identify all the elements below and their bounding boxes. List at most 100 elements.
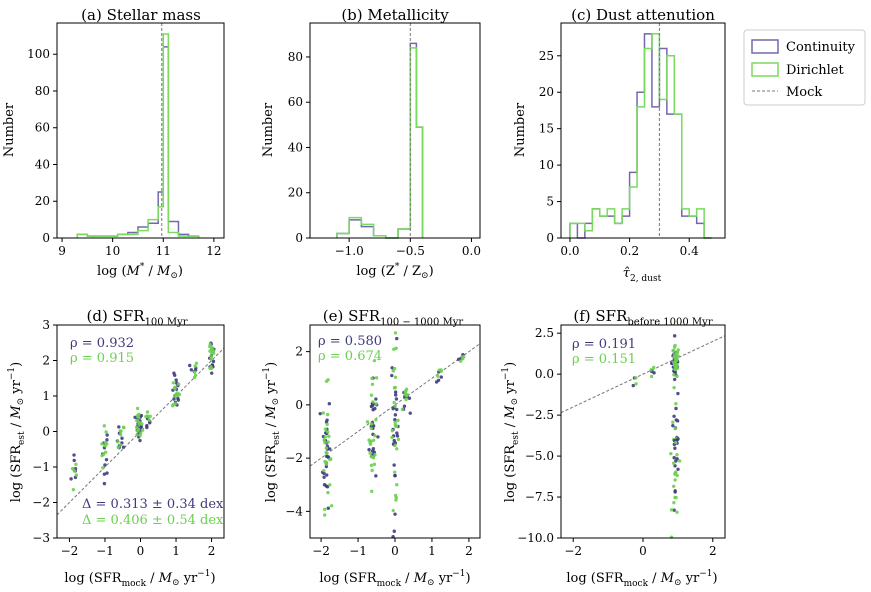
scatter-point-dirichlet bbox=[172, 394, 177, 398]
scatter-point-continuity bbox=[121, 445, 126, 449]
y-tick-label: 2 bbox=[295, 345, 303, 359]
scatter-point-dirichlet bbox=[675, 473, 679, 478]
legend-box bbox=[743, 29, 866, 106]
scatter-point-continuity bbox=[324, 464, 329, 469]
scatter-point-continuity bbox=[371, 407, 375, 412]
scatter-point-dirichlet bbox=[390, 435, 394, 440]
scatter-point-continuity bbox=[145, 425, 149, 430]
ylabel-dust-attenuation: Number bbox=[513, 102, 528, 157]
scatter-point-dirichlet bbox=[116, 445, 120, 450]
scatter-point-continuity bbox=[402, 404, 407, 408]
y-tick-label: 0 bbox=[546, 231, 554, 245]
scatter-point-dirichlet bbox=[210, 346, 214, 350]
y-tick-label: −2.5 bbox=[525, 408, 554, 422]
y-tick-label: 0.0 bbox=[535, 367, 554, 381]
scatter-point-dirichlet bbox=[323, 459, 327, 464]
scatter-point-continuity bbox=[120, 436, 124, 440]
scatter-point-dirichlet bbox=[394, 346, 398, 350]
scatter-point-continuity bbox=[393, 390, 398, 394]
scatter-point-continuity bbox=[393, 512, 397, 516]
scatter-point-dirichlet bbox=[651, 365, 656, 370]
scatter-point-dirichlet bbox=[649, 368, 653, 372]
scatter-point-dirichlet bbox=[404, 394, 409, 398]
y-tick-label: 3 bbox=[42, 318, 50, 332]
y-tick-label: 0 bbox=[42, 231, 50, 245]
y-tick-label: −2 bbox=[285, 451, 303, 465]
histogram-stellar-mass bbox=[76, 33, 200, 238]
scatter-point-continuity bbox=[176, 398, 181, 402]
scatter-point-continuity bbox=[210, 371, 214, 375]
scatter-point-dirichlet bbox=[370, 489, 374, 494]
ylabel-metallicity: Number bbox=[261, 102, 276, 157]
scatter-point-dirichlet bbox=[372, 462, 377, 467]
scatter-point-dirichlet bbox=[118, 443, 123, 447]
y-tick-label: 20 bbox=[539, 85, 554, 99]
scatter-point-dirichlet bbox=[138, 433, 142, 438]
ticks-stellar-mass: 9 10 11 12 0 20 40 60 80 100 bbox=[27, 47, 221, 258]
scatter-point-dirichlet bbox=[371, 400, 375, 404]
scatter-point-dirichlet bbox=[672, 345, 677, 349]
ticks-metallicity: −1.0 −0.5 0.0 0 20 40 60 80 bbox=[288, 50, 481, 258]
scatter-point-dirichlet bbox=[436, 374, 440, 378]
panel-sfr-100-1000: (e) SFR100 − 1000 Myr −2 −1 0 1 2 −4 −2 0 2 ρ = … bbox=[262, 307, 481, 589]
scatter-point-continuity bbox=[676, 467, 680, 472]
scatter-point-continuity bbox=[138, 438, 142, 443]
scatter-point-dirichlet bbox=[673, 478, 677, 482]
rho-dirichlet-sfr-100-1000: ρ = 0.674 bbox=[318, 349, 382, 364]
scatter-point-dirichlet bbox=[393, 375, 398, 379]
scatter-point-continuity bbox=[172, 397, 176, 401]
scatter-point-continuity bbox=[395, 431, 399, 435]
scatter-point-continuity bbox=[674, 406, 678, 411]
scatter-point-dirichlet bbox=[118, 432, 123, 437]
scatter-point-dirichlet bbox=[194, 361, 199, 365]
scatter-point-dirichlet bbox=[100, 453, 104, 458]
x-tick-label: 10 bbox=[105, 244, 120, 258]
y-tick-label: 2 bbox=[42, 354, 50, 368]
histogram-dust-attenuation bbox=[569, 33, 712, 239]
scatter-point-dirichlet bbox=[671, 484, 676, 489]
title-dust-attenuation: (c) Dust attenution bbox=[571, 6, 715, 24]
y-tick-label: −7.5 bbox=[525, 490, 554, 504]
x-tick-label: 0.2 bbox=[620, 244, 639, 258]
scatter-point-dirichlet bbox=[396, 437, 401, 442]
title-metallicity: (b) Metallicity bbox=[341, 6, 449, 24]
panel-sfr-100: (d) SFR100 Myr −2 −1 0 1 2 −3 −2 −1 0 1 2 3 ρ = 0.9… bbox=[7, 307, 225, 589]
scatter-point-continuity bbox=[672, 414, 676, 418]
x-tick-label: −2 bbox=[61, 544, 79, 558]
xlabel-sfr-100: log (SFRmock / M⊙ yr−1) bbox=[64, 569, 215, 589]
scatter-point-dirichlet bbox=[193, 364, 197, 368]
scatter-point-dirichlet bbox=[369, 393, 374, 397]
scatter-point-dirichlet bbox=[460, 355, 465, 359]
one-to-one-line bbox=[560, 335, 726, 414]
x-tick-label: 1 bbox=[172, 544, 180, 558]
histogram-dirichlet bbox=[569, 33, 712, 239]
x-tick-label: 12 bbox=[206, 244, 221, 258]
scatter-point-continuity bbox=[672, 508, 676, 512]
scatter-point-continuity bbox=[326, 506, 330, 510]
panel-stellar-mass: (a) Stellar mass 9 10 11 12 0 20 40 60 80 100 Num… bbox=[2, 6, 225, 281]
ylabel-stellar-mass: Number bbox=[2, 102, 17, 157]
scatter-point-continuity bbox=[395, 336, 399, 341]
scatter-point-dirichlet bbox=[675, 358, 679, 362]
scatter-point-dirichlet bbox=[122, 425, 126, 430]
scatter-point-continuity bbox=[374, 474, 378, 478]
y-tick-label: 10 bbox=[539, 158, 554, 172]
scatter-point-dirichlet bbox=[328, 483, 332, 487]
scatter-point-continuity bbox=[211, 359, 216, 364]
scatter-point-dirichlet bbox=[100, 442, 104, 446]
scatter-points-sfr-100 bbox=[69, 341, 216, 492]
y-tick-label: 2.5 bbox=[535, 326, 554, 340]
scatter-point-dirichlet bbox=[140, 428, 145, 432]
scatter-point-continuity bbox=[392, 438, 396, 443]
scatter-point-continuity bbox=[675, 419, 680, 423]
scatter-point-dirichlet bbox=[669, 451, 673, 456]
y-tick-label: 5 bbox=[546, 195, 554, 209]
scatter-point-dirichlet bbox=[404, 397, 408, 402]
x-tick-label: 0.0 bbox=[560, 244, 579, 258]
scatter-point-dirichlet bbox=[171, 403, 175, 407]
scatter-point-dirichlet bbox=[391, 369, 396, 373]
scatter-point-dirichlet bbox=[369, 463, 374, 468]
scatter-point-dirichlet bbox=[322, 468, 326, 473]
scatter-point-dirichlet bbox=[209, 366, 214, 371]
y-tick-label: −3 bbox=[32, 531, 50, 545]
